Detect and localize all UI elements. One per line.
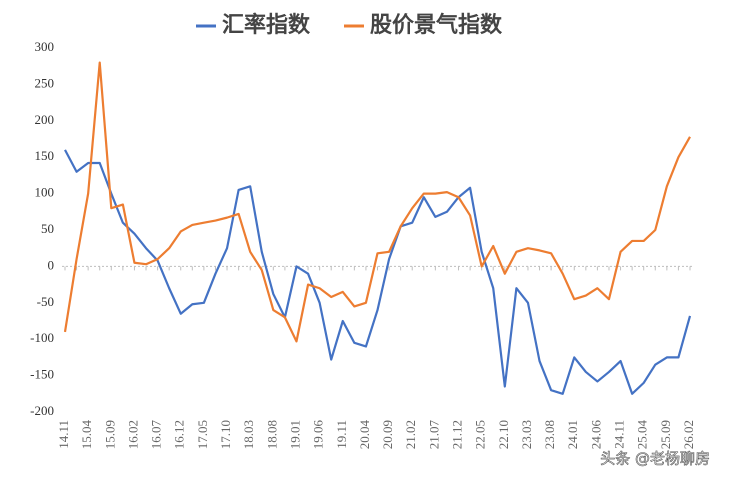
y-tick-label: 300 — [35, 39, 55, 54]
x-tick-label: 22.05 — [473, 420, 488, 449]
x-tick-label: 21.07 — [426, 420, 441, 450]
x-tick-label: 25.04 — [635, 420, 650, 450]
x-tick-label: 23.08 — [542, 420, 557, 449]
x-tick-label: 16.07 — [149, 420, 164, 450]
series-line — [63, 61, 691, 343]
x-tick-label: 18.03 — [241, 420, 256, 449]
watermark: 头条 @老杨聊房 — [600, 450, 710, 468]
x-tick-label: 26.02 — [681, 420, 696, 449]
x-tick-label: 24.11 — [612, 420, 627, 449]
x-tick-label: 21.02 — [403, 420, 418, 449]
x-tick-label: 16.02 — [125, 420, 140, 449]
series-line — [64, 149, 692, 395]
y-tick-label: -200 — [30, 403, 54, 418]
x-tick-label: 23.03 — [519, 420, 534, 449]
y-tick-label: -50 — [37, 294, 54, 309]
x-tick-label: 18.08 — [264, 420, 279, 449]
y-tick-label: 0 — [48, 257, 55, 272]
x-tick-label: 20.04 — [357, 420, 372, 450]
x-tick-label: 21.12 — [450, 420, 465, 449]
x-tick-label: 24.01 — [565, 420, 580, 449]
x-tick-label: 20.09 — [380, 420, 395, 449]
y-tick-label: 250 — [35, 75, 55, 90]
x-tick-label: 15.04 — [79, 420, 94, 450]
y-tick-label: 200 — [35, 112, 55, 127]
x-tick-label: 16.12 — [172, 420, 187, 449]
y-tick-label: 50 — [41, 221, 54, 236]
x-tick-label: 22.10 — [496, 420, 511, 449]
x-tick-label: 19.06 — [311, 420, 326, 450]
legend-label: 汇率指数 — [222, 12, 311, 38]
x-tick-label: 17.10 — [218, 420, 233, 449]
x-tick-label: 19.01 — [287, 420, 302, 449]
x-tick-label: 17.05 — [195, 420, 210, 449]
legend-label: 股价景气指数 — [370, 12, 503, 38]
y-tick-label: -100 — [30, 330, 54, 345]
x-tick-label: 15.09 — [102, 420, 117, 449]
x-tick-label: 14.11 — [56, 420, 71, 449]
y-tick-label: 150 — [35, 148, 55, 163]
y-tick-label: -150 — [30, 367, 54, 382]
x-tick-label: 19.11 — [334, 420, 349, 449]
x-tick-label: 25.09 — [658, 420, 673, 449]
y-tick-label: 100 — [35, 185, 55, 200]
x-tick-label: 24.06 — [588, 420, 603, 450]
